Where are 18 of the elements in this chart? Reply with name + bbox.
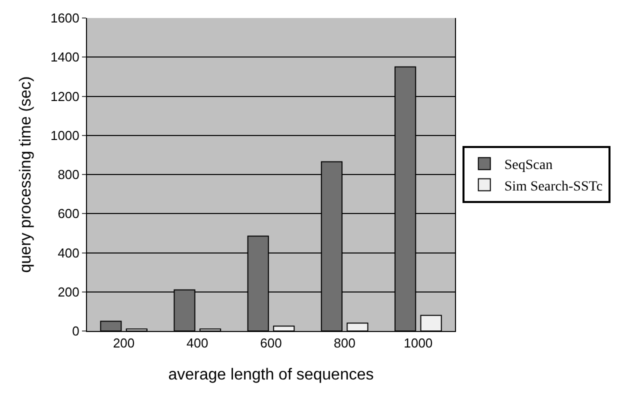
- y-tick-label: 200: [58, 284, 80, 300]
- x-tick-label: 200: [112, 336, 135, 351]
- y-tick-label: 400: [58, 245, 80, 260]
- y-tick-label: 1600: [50, 10, 80, 26]
- y-tick-label: 1000: [50, 128, 80, 143]
- legend-label: Sim Search-SSTc: [504, 179, 603, 194]
- y-tick-label: 600: [58, 206, 80, 222]
- x-axis-title: average length of sequences: [168, 366, 374, 384]
- y-tick-label: 1400: [50, 50, 80, 65]
- y-axis-title: query processing time (sec): [17, 76, 34, 273]
- y-tick-label: 1200: [50, 88, 80, 104]
- y-tick-label: 0: [72, 324, 80, 339]
- x-tick-label: 400: [186, 336, 208, 351]
- legend-label: SeqScan: [504, 158, 553, 174]
- x-tick-label: 1000: [404, 336, 433, 351]
- x-tick-label: 600: [260, 336, 282, 351]
- y-tick-label: 800: [58, 167, 80, 182]
- x-tick-label: 800: [334, 336, 356, 351]
